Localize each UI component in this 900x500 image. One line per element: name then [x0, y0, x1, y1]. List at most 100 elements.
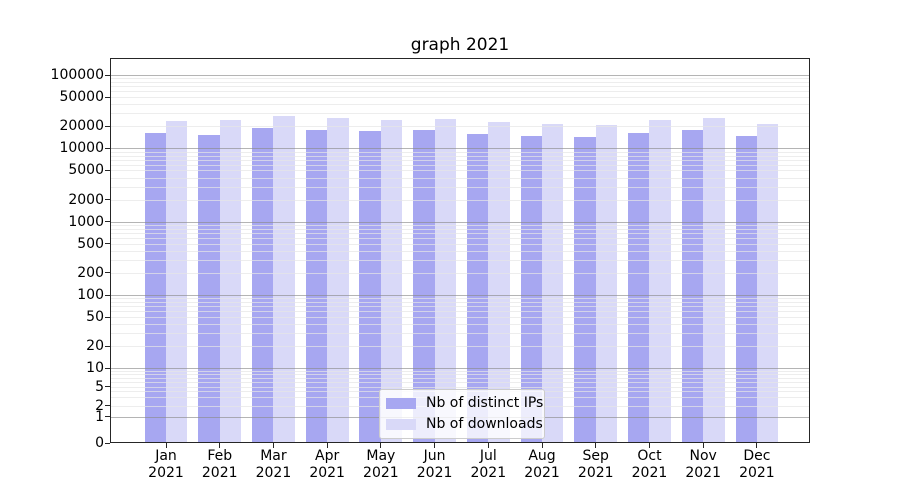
gridline-minor — [111, 186, 809, 188]
gridline-minor — [111, 151, 809, 153]
legend-swatch-downloads — [386, 419, 416, 430]
x-tick-label-apr: Apr 2021 — [295, 448, 359, 482]
x-tick-mark — [595, 443, 597, 448]
x-tick-label-oct: Oct 2021 — [617, 448, 681, 482]
gridline-minor — [111, 78, 809, 80]
gridline-minor — [111, 306, 809, 308]
gridline-minor — [111, 346, 809, 348]
y-tick-mark — [105, 442, 110, 444]
gridline-major — [111, 75, 809, 77]
y-tick-label: 50000 — [59, 89, 104, 106]
gridline-minor — [111, 250, 809, 252]
x-tick-mark — [219, 443, 221, 448]
x-tick-mark — [756, 443, 758, 448]
gridline-minor — [111, 311, 809, 313]
gridline-minor — [111, 243, 809, 245]
x-tick-mark — [380, 443, 382, 448]
x-tick-year: 2021 — [739, 465, 775, 481]
bar-downloads-jan — [166, 121, 188, 443]
bar-distinct-ips-jul — [466, 134, 489, 443]
gridline-minor — [111, 386, 809, 388]
y-tick-label: 2000 — [68, 191, 104, 208]
x-tick-mark — [648, 443, 650, 448]
x-tick-month: Mar — [260, 448, 287, 464]
y-tick-label: 500 — [77, 235, 104, 252]
gridline-minor — [111, 97, 809, 99]
x-tick-mark — [272, 443, 274, 448]
gridline-minor — [111, 104, 809, 106]
x-tick-label-jun: Jun 2021 — [403, 448, 467, 482]
y-tick-label: 10000 — [59, 140, 104, 157]
x-tick-month: Feb — [207, 448, 233, 464]
gridline-minor — [111, 199, 809, 201]
bar-distinct-ips-oct — [628, 132, 650, 443]
gridline-minor — [111, 324, 809, 326]
y-tick-mark — [105, 199, 110, 201]
legend-label-distinct-ips: Nb of distinct IPs — [426, 395, 544, 411]
gridline-minor — [111, 228, 809, 230]
y-tick-label: 5 — [95, 378, 104, 395]
x-tick-label-may: May 2021 — [349, 448, 413, 482]
bar-distinct-ips-aug — [520, 135, 543, 443]
gridline-minor — [111, 126, 809, 128]
y-tick-label: 2 — [95, 397, 104, 414]
y-tick-label: 1 — [95, 408, 104, 425]
gridline-minor — [111, 298, 809, 300]
y-tick-mark — [105, 316, 110, 318]
bar-downloads-aug — [542, 124, 564, 443]
x-tick-label-jan: Jan 2021 — [134, 448, 198, 482]
gridline-minor — [111, 317, 809, 319]
x-tick-month: Oct — [637, 448, 662, 464]
x-tick-month: Jun — [423, 448, 446, 464]
x-tick-month: Jan — [155, 448, 177, 464]
x-tick-year: 2021 — [309, 465, 345, 481]
gridline-major — [111, 148, 809, 150]
x-tick-month: May — [366, 448, 396, 464]
gridline-minor — [111, 377, 809, 379]
x-tick-mark — [434, 443, 436, 448]
gridline-minor — [111, 177, 809, 179]
x-tick-mark — [541, 443, 543, 448]
bar-distinct-ips-nov — [681, 130, 704, 443]
gridline-major — [111, 368, 809, 370]
y-tick-mark — [105, 74, 110, 76]
x-tick-year: 2021 — [631, 465, 668, 481]
gridline-minor — [111, 164, 809, 166]
legend-item-downloads: Nb of downloads — [386, 416, 543, 433]
x-tick-label-jul: Jul 2021 — [456, 448, 520, 482]
bar-downloads-apr — [327, 118, 349, 443]
gridline-minor — [111, 233, 809, 235]
y-tick-mark — [105, 405, 110, 407]
x-tick-month: Nov — [689, 448, 717, 464]
bar-downloads-oct — [649, 120, 671, 443]
x-tick-year: 2021 — [363, 465, 399, 481]
y-tick-mark — [105, 243, 110, 245]
x-tick-year: 2021 — [255, 465, 292, 481]
gridline-minor — [111, 237, 809, 239]
x-tick-mark — [487, 443, 489, 448]
y-tick-label: 1000 — [68, 213, 104, 230]
x-tick-month: Sep — [582, 448, 609, 464]
legend-swatch-distinct-ips — [386, 398, 416, 409]
y-tick-label: 200 — [77, 264, 104, 281]
y-tick-mark — [105, 272, 110, 274]
bar-distinct-ips-jun — [413, 130, 435, 443]
x-tick-mark — [326, 443, 328, 448]
y-tick-label: 20000 — [59, 118, 104, 135]
x-tick-label-nov: Nov 2021 — [671, 448, 735, 482]
bar-downloads-dec — [756, 123, 779, 443]
y-tick-mark — [105, 294, 110, 296]
gridline-minor — [111, 159, 809, 161]
y-tick-mark — [105, 221, 110, 223]
gridline-minor — [111, 371, 809, 373]
x-tick-year: 2021 — [148, 465, 184, 481]
x-tick-year: 2021 — [201, 465, 238, 481]
y-tick-mark — [105, 345, 110, 347]
x-tick-month: Dec — [743, 448, 771, 464]
bar-distinct-ips-mar — [252, 128, 274, 443]
bar-downloads-feb — [219, 120, 242, 443]
bar-distinct-ips-sep — [574, 136, 596, 443]
bar-distinct-ips-apr — [305, 129, 328, 443]
chart-title: graph 2021 — [410, 35, 510, 55]
